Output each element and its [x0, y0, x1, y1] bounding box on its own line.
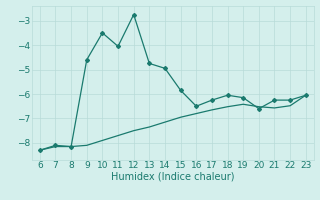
X-axis label: Humidex (Indice chaleur): Humidex (Indice chaleur) [111, 172, 235, 182]
